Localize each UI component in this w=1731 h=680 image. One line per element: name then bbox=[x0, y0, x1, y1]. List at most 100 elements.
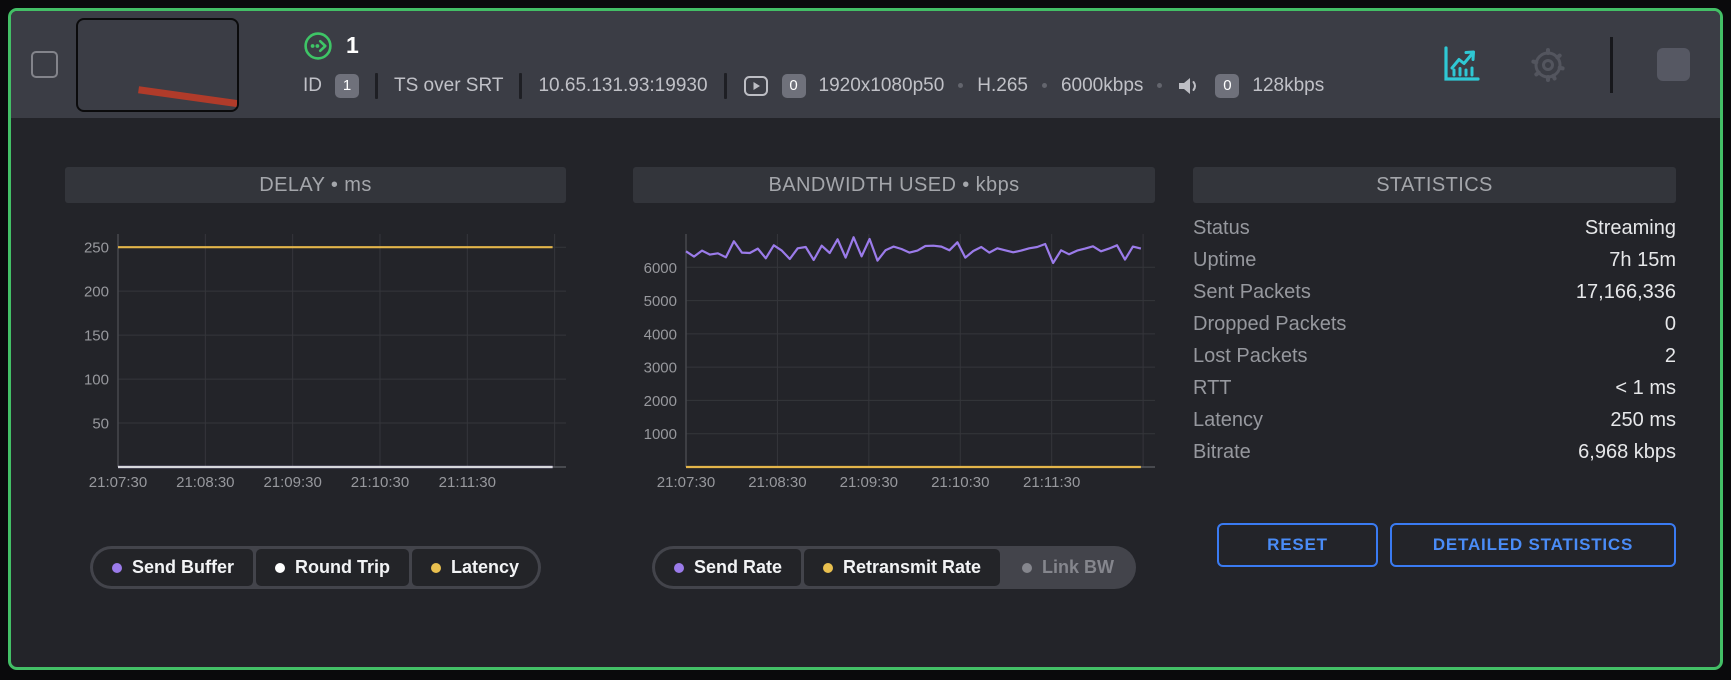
legend-label: Round Trip bbox=[295, 557, 390, 578]
divider bbox=[724, 73, 727, 99]
svg-text:1000: 1000 bbox=[644, 426, 677, 443]
stat-row-uptime: Uptime 7h 15m bbox=[1193, 244, 1676, 276]
stream-info: 1 ID 1 TS over SRT 10.65.131.93:19930 0 bbox=[303, 31, 1324, 99]
stat-row-status: Status Streaming bbox=[1193, 212, 1676, 244]
delay-legend: Send Buffer Round Trip Latency bbox=[90, 546, 541, 589]
detailed-statistics-button[interactable]: DETAILED STATISTICS bbox=[1390, 523, 1676, 567]
legend-label: Latency bbox=[451, 557, 519, 578]
legend-item-send-buffer[interactable]: Send Buffer bbox=[93, 549, 253, 586]
audio-program-badge: 0 bbox=[1215, 74, 1239, 98]
stat-value: < 1 ms bbox=[1615, 377, 1676, 400]
svg-text:21:10:30: 21:10:30 bbox=[931, 474, 989, 490]
page: 1 ID 1 TS over SRT 10.65.131.93:19930 0 bbox=[0, 0, 1731, 680]
stop-button[interactable] bbox=[1657, 48, 1690, 81]
video-icon bbox=[743, 74, 769, 98]
delay-panel-title: DELAY • ms bbox=[65, 167, 566, 203]
svg-text:6000: 6000 bbox=[644, 260, 677, 277]
header-actions bbox=[1440, 37, 1720, 93]
stream-card: 1 ID 1 TS over SRT 10.65.131.93:19930 0 bbox=[8, 8, 1723, 670]
svg-text:3000: 3000 bbox=[644, 360, 677, 377]
statistics-panel-title: STATISTICS bbox=[1193, 167, 1676, 203]
legend-dot bbox=[275, 563, 285, 573]
legend-label: Send Buffer bbox=[132, 557, 234, 578]
legend-dot bbox=[112, 563, 122, 573]
svg-text:21:10:30: 21:10:30 bbox=[351, 474, 409, 490]
svg-text:5000: 5000 bbox=[644, 293, 677, 310]
legend-item-send-rate[interactable]: Send Rate bbox=[655, 549, 801, 586]
stream-number: 1 bbox=[346, 32, 359, 59]
stat-label: Uptime bbox=[1193, 249, 1256, 272]
legend-dot bbox=[1022, 563, 1032, 573]
reset-button[interactable]: RESET bbox=[1217, 523, 1378, 567]
stat-row-bitrate: Bitrate 6,968 kbps bbox=[1193, 436, 1676, 468]
svg-text:21:11:30: 21:11:30 bbox=[1023, 474, 1080, 490]
statistics-icon[interactable] bbox=[1440, 45, 1482, 85]
video-thumbnail[interactable] bbox=[76, 18, 239, 112]
stat-value: 7h 15m bbox=[1609, 249, 1676, 272]
stream-body: DELAY • ms 5010015020025021:07:3021:08:3… bbox=[11, 118, 1720, 670]
svg-text:50: 50 bbox=[92, 416, 109, 433]
stat-row-sent-packets: Sent Packets17,166,336 bbox=[1193, 276, 1676, 308]
video-bitrate-label: 6000kbps bbox=[1061, 75, 1143, 97]
svg-text:21:07:30: 21:07:30 bbox=[89, 474, 147, 490]
legend-dot bbox=[823, 563, 833, 573]
bandwidth-chart: 1000 2000 3000 4000 5000 6000 21:07:30 21:08:30… bbox=[633, 232, 1155, 490]
svg-text:4000: 4000 bbox=[644, 326, 677, 343]
stat-value: Streaming bbox=[1585, 217, 1676, 240]
svg-text:100: 100 bbox=[84, 372, 109, 389]
bandwidth-panel-title: BANDWIDTH USED • kbps bbox=[633, 167, 1155, 203]
audio-bitrate-label: 128kbps bbox=[1252, 75, 1324, 97]
bandwidth-legend: Send Rate Retransmit Rate Link BW bbox=[652, 546, 1136, 589]
video-program-badge: 0 bbox=[782, 74, 806, 98]
statistics-buttons: RESET DETAILED STATISTICS bbox=[1217, 523, 1676, 567]
statistics-panel: STATISTICS Status Streaming Uptime 7h 15m Se… bbox=[1193, 167, 1676, 567]
dot-separator bbox=[958, 83, 963, 88]
svg-text:21:08:30: 21:08:30 bbox=[176, 474, 234, 490]
legend-item-round-trip[interactable]: Round Trip bbox=[256, 549, 409, 586]
legend-label: Retransmit Rate bbox=[843, 557, 981, 578]
codec-label: H.265 bbox=[977, 75, 1028, 97]
stream-header: 1 ID 1 TS over SRT 10.65.131.93:19930 0 bbox=[11, 11, 1720, 118]
stat-value: 250 ms bbox=[1610, 409, 1676, 432]
svg-text:21:09:30: 21:09:30 bbox=[840, 474, 898, 490]
delay-panel: DELAY • ms 5010015020025021:07:3021:08:3… bbox=[65, 167, 566, 589]
legend-item-link-bw[interactable]: Link BW bbox=[1003, 549, 1133, 586]
svg-text:21:07:30: 21:07:30 bbox=[657, 474, 715, 490]
thumbnail-art bbox=[138, 86, 239, 108]
id-label: ID bbox=[303, 75, 322, 97]
svg-text:250: 250 bbox=[84, 240, 109, 257]
dot-separator bbox=[1157, 83, 1162, 88]
delay-chart: 5010015020025021:07:3021:08:3021:09:3021… bbox=[65, 232, 566, 490]
svg-text:150: 150 bbox=[84, 328, 109, 345]
stat-label: Latency bbox=[1193, 409, 1263, 432]
divider bbox=[375, 73, 378, 99]
id-badge: 1 bbox=[335, 74, 359, 98]
stat-row-rtt: RTT < 1 ms bbox=[1193, 372, 1676, 404]
legend-dot bbox=[431, 563, 441, 573]
stat-row-lost-packets: Lost Packets 2 bbox=[1193, 340, 1676, 372]
stat-label: RTT bbox=[1193, 377, 1232, 400]
legend-dot bbox=[674, 563, 684, 573]
select-checkbox[interactable] bbox=[31, 51, 58, 78]
stat-label: Lost Packets bbox=[1193, 345, 1308, 368]
address-label: 10.65.131.93:19930 bbox=[538, 75, 707, 97]
divider bbox=[519, 73, 522, 99]
stat-label: Dropped Packets bbox=[1193, 313, 1346, 336]
actions-divider bbox=[1610, 37, 1613, 93]
stat-label: Bitrate bbox=[1193, 441, 1251, 464]
stat-label: Status bbox=[1193, 217, 1250, 240]
svg-text:2000: 2000 bbox=[644, 393, 677, 410]
legend-item-retransmit-rate[interactable]: Retransmit Rate bbox=[804, 549, 1000, 586]
stat-value: 17,166,336 bbox=[1576, 281, 1676, 304]
stream-output-icon bbox=[303, 31, 333, 61]
resolution-label: 1920x1080p50 bbox=[819, 75, 945, 97]
legend-item-latency[interactable]: Latency bbox=[412, 549, 538, 586]
stat-value: 6,968 kbps bbox=[1578, 441, 1676, 464]
svg-text:21:11:30: 21:11:30 bbox=[439, 474, 496, 490]
legend-label: Send Rate bbox=[694, 557, 782, 578]
settings-gear-icon[interactable] bbox=[1528, 45, 1568, 85]
stat-value: 2 bbox=[1665, 345, 1676, 368]
stat-row-dropped-packets: Dropped Packets 0 bbox=[1193, 308, 1676, 340]
stat-value: 0 bbox=[1665, 313, 1676, 336]
svg-text:21:08:30: 21:08:30 bbox=[748, 474, 806, 490]
